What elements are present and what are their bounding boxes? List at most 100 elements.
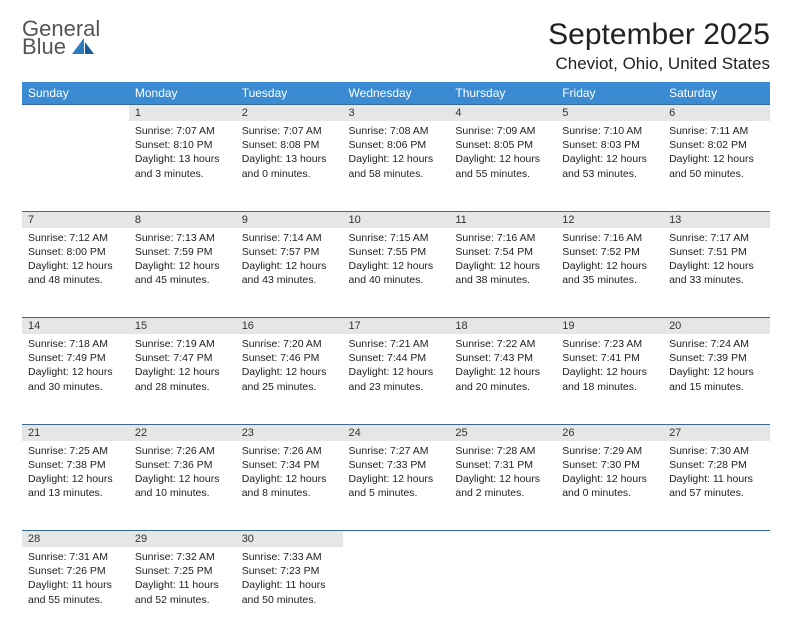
day-cell: Sunrise: 7:31 AMSunset: 7:26 PMDaylight:…: [22, 547, 129, 637]
day-cell: Sunrise: 7:25 AMSunset: 7:38 PMDaylight:…: [22, 441, 129, 531]
day-number-cell: 1: [129, 105, 236, 122]
sunrise-line: Sunrise: 7:20 AM: [242, 337, 337, 351]
sunset-line: Sunset: 7:55 PM: [349, 245, 444, 259]
day-number-cell: 7: [22, 211, 129, 228]
sunrise-line: Sunrise: 7:30 AM: [669, 444, 764, 458]
day-number-cell: 20: [663, 318, 770, 335]
day-cell-content: Sunrise: 7:17 AMSunset: 7:51 PMDaylight:…: [663, 228, 770, 294]
day-cell-content: Sunrise: 7:16 AMSunset: 7:52 PMDaylight:…: [556, 228, 663, 294]
daylight-line: Daylight: 13 hours and 3 minutes.: [135, 152, 230, 180]
day-cell-content: Sunrise: 7:09 AMSunset: 8:05 PMDaylight:…: [449, 121, 556, 187]
day-number-cell: [22, 105, 129, 122]
day-number-cell: 5: [556, 105, 663, 122]
day-cell: Sunrise: 7:32 AMSunset: 7:25 PMDaylight:…: [129, 547, 236, 637]
day-cell: Sunrise: 7:19 AMSunset: 7:47 PMDaylight:…: [129, 334, 236, 424]
sunrise-line: Sunrise: 7:18 AM: [28, 337, 123, 351]
day-number-row: 123456: [22, 105, 770, 122]
weekday-header: Sunday: [22, 82, 129, 105]
day-number-cell: [556, 531, 663, 548]
sunrise-line: Sunrise: 7:33 AM: [242, 550, 337, 564]
daylight-line: Daylight: 11 hours and 57 minutes.: [669, 472, 764, 500]
day-cell: [22, 121, 129, 211]
weekday-header-row: SundayMondayTuesdayWednesdayThursdayFrid…: [22, 82, 770, 105]
daylight-line: Daylight: 12 hours and 48 minutes.: [28, 259, 123, 287]
sunrise-line: Sunrise: 7:14 AM: [242, 231, 337, 245]
day-cell: Sunrise: 7:07 AMSunset: 8:08 PMDaylight:…: [236, 121, 343, 211]
sunrise-line: Sunrise: 7:29 AM: [562, 444, 657, 458]
day-cell: Sunrise: 7:12 AMSunset: 8:00 PMDaylight:…: [22, 228, 129, 318]
sunrise-line: Sunrise: 7:10 AM: [562, 124, 657, 138]
weekday-header: Thursday: [449, 82, 556, 105]
sunset-line: Sunset: 8:02 PM: [669, 138, 764, 152]
day-cell-content: Sunrise: 7:23 AMSunset: 7:41 PMDaylight:…: [556, 334, 663, 400]
sunset-line: Sunset: 7:25 PM: [135, 564, 230, 578]
daylight-line: Daylight: 11 hours and 50 minutes.: [242, 578, 337, 606]
daylight-line: Daylight: 12 hours and 53 minutes.: [562, 152, 657, 180]
day-cell-content: Sunrise: 7:11 AMSunset: 8:02 PMDaylight:…: [663, 121, 770, 187]
sunset-line: Sunset: 7:33 PM: [349, 458, 444, 472]
sunrise-line: Sunrise: 7:31 AM: [28, 550, 123, 564]
day-cell: Sunrise: 7:16 AMSunset: 7:54 PMDaylight:…: [449, 228, 556, 318]
weekday-header: Monday: [129, 82, 236, 105]
sunrise-line: Sunrise: 7:23 AM: [562, 337, 657, 351]
day-cell: Sunrise: 7:15 AMSunset: 7:55 PMDaylight:…: [343, 228, 450, 318]
day-cell-content: Sunrise: 7:21 AMSunset: 7:44 PMDaylight:…: [343, 334, 450, 400]
daylight-line: Daylight: 12 hours and 43 minutes.: [242, 259, 337, 287]
daylight-line: Daylight: 12 hours and 8 minutes.: [242, 472, 337, 500]
day-body-row: Sunrise: 7:18 AMSunset: 7:49 PMDaylight:…: [22, 334, 770, 424]
day-number-cell: 19: [556, 318, 663, 335]
day-cell: Sunrise: 7:17 AMSunset: 7:51 PMDaylight:…: [663, 228, 770, 318]
sunrise-line: Sunrise: 7:11 AM: [669, 124, 764, 138]
day-cell-content: Sunrise: 7:19 AMSunset: 7:47 PMDaylight:…: [129, 334, 236, 400]
sunset-line: Sunset: 7:51 PM: [669, 245, 764, 259]
day-number-cell: 11: [449, 211, 556, 228]
day-cell: Sunrise: 7:10 AMSunset: 8:03 PMDaylight:…: [556, 121, 663, 211]
daylight-line: Daylight: 12 hours and 38 minutes.: [455, 259, 550, 287]
day-cell-content: Sunrise: 7:28 AMSunset: 7:31 PMDaylight:…: [449, 441, 556, 507]
sunrise-line: Sunrise: 7:32 AM: [135, 550, 230, 564]
day-cell-content: Sunrise: 7:18 AMSunset: 7:49 PMDaylight:…: [22, 334, 129, 400]
day-number-cell: 28: [22, 531, 129, 548]
day-body-row: Sunrise: 7:12 AMSunset: 8:00 PMDaylight:…: [22, 228, 770, 318]
day-number-cell: 18: [449, 318, 556, 335]
daylight-line: Daylight: 12 hours and 50 minutes.: [669, 152, 764, 180]
sunset-line: Sunset: 8:05 PM: [455, 138, 550, 152]
month-title: September 2025: [548, 18, 770, 52]
day-cell: Sunrise: 7:16 AMSunset: 7:52 PMDaylight:…: [556, 228, 663, 318]
day-number-cell: 17: [343, 318, 450, 335]
daylight-line: Daylight: 11 hours and 52 minutes.: [135, 578, 230, 606]
day-cell-content: Sunrise: 7:07 AMSunset: 8:10 PMDaylight:…: [129, 121, 236, 187]
daylight-line: Daylight: 12 hours and 23 minutes.: [349, 365, 444, 393]
day-number-cell: 3: [343, 105, 450, 122]
daylight-line: Daylight: 12 hours and 45 minutes.: [135, 259, 230, 287]
day-cell: Sunrise: 7:07 AMSunset: 8:10 PMDaylight:…: [129, 121, 236, 211]
daylight-line: Daylight: 12 hours and 40 minutes.: [349, 259, 444, 287]
sunset-line: Sunset: 8:08 PM: [242, 138, 337, 152]
sunrise-line: Sunrise: 7:07 AM: [242, 124, 337, 138]
sunset-line: Sunset: 8:00 PM: [28, 245, 123, 259]
day-cell: Sunrise: 7:28 AMSunset: 7:31 PMDaylight:…: [449, 441, 556, 531]
day-number-row: 78910111213: [22, 211, 770, 228]
daylight-line: Daylight: 12 hours and 30 minutes.: [28, 365, 123, 393]
day-number-cell: [449, 531, 556, 548]
day-number-row: 14151617181920: [22, 318, 770, 335]
day-number-cell: 15: [129, 318, 236, 335]
day-cell: Sunrise: 7:21 AMSunset: 7:44 PMDaylight:…: [343, 334, 450, 424]
day-number-cell: 27: [663, 424, 770, 441]
weekday-header: Friday: [556, 82, 663, 105]
day-cell: Sunrise: 7:14 AMSunset: 7:57 PMDaylight:…: [236, 228, 343, 318]
sunrise-line: Sunrise: 7:28 AM: [455, 444, 550, 458]
sunset-line: Sunset: 7:54 PM: [455, 245, 550, 259]
sunset-line: Sunset: 7:26 PM: [28, 564, 123, 578]
sunset-line: Sunset: 7:23 PM: [242, 564, 337, 578]
day-cell-content: Sunrise: 7:30 AMSunset: 7:28 PMDaylight:…: [663, 441, 770, 507]
sunrise-line: Sunrise: 7:27 AM: [349, 444, 444, 458]
daylight-line: Daylight: 12 hours and 35 minutes.: [562, 259, 657, 287]
day-cell: Sunrise: 7:30 AMSunset: 7:28 PMDaylight:…: [663, 441, 770, 531]
day-number-cell: [663, 531, 770, 548]
daylight-line: Daylight: 12 hours and 55 minutes.: [455, 152, 550, 180]
day-cell-content: Sunrise: 7:22 AMSunset: 7:43 PMDaylight:…: [449, 334, 556, 400]
day-cell: Sunrise: 7:26 AMSunset: 7:36 PMDaylight:…: [129, 441, 236, 531]
sunset-line: Sunset: 7:46 PM: [242, 351, 337, 365]
day-number-cell: 23: [236, 424, 343, 441]
